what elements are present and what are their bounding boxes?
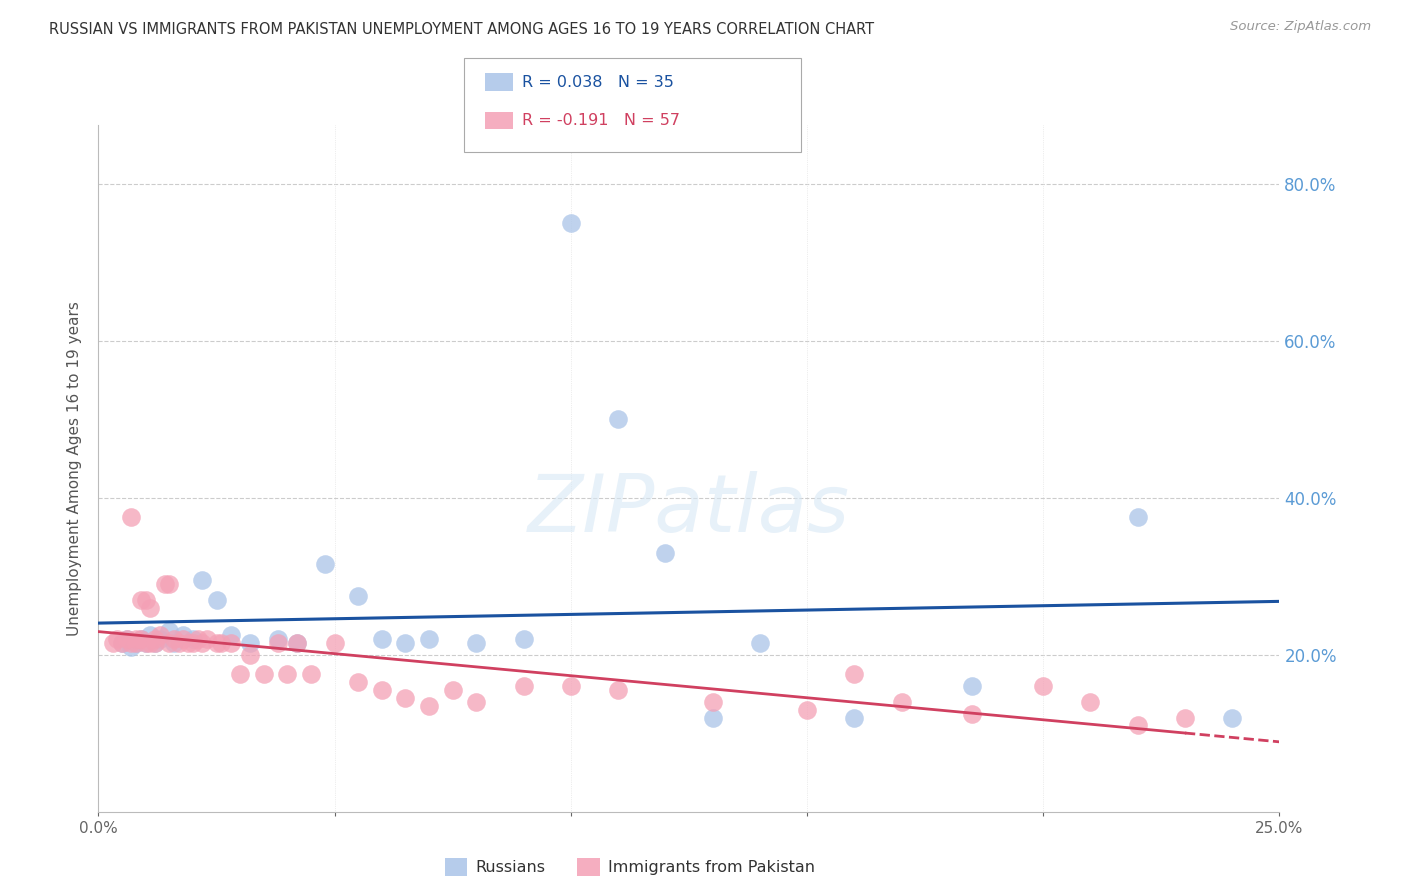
Point: [181, 632, 204, 646]
Point: [143, 636, 166, 650]
Point: [253, 667, 276, 681]
Point: [239, 636, 262, 650]
Point: [125, 636, 148, 650]
Point: [512, 632, 534, 646]
Point: [172, 632, 194, 646]
Point: [177, 636, 200, 650]
Point: [187, 632, 209, 646]
Point: [101, 636, 124, 650]
Point: [205, 592, 228, 607]
Point: [129, 632, 152, 646]
Text: Source: ZipAtlas.com: Source: ZipAtlas.com: [1230, 20, 1371, 33]
Point: [219, 628, 242, 642]
Point: [172, 628, 194, 642]
Point: [163, 632, 186, 646]
Point: [239, 648, 262, 662]
Point: [702, 695, 724, 709]
Point: [441, 683, 464, 698]
Point: [181, 636, 204, 650]
Y-axis label: Unemployment Among Ages 16 to 19 years: Unemployment Among Ages 16 to 19 years: [67, 301, 83, 636]
Point: [149, 628, 172, 642]
Point: [560, 679, 582, 693]
Point: [347, 675, 370, 690]
Point: [121, 510, 143, 524]
Point: [285, 636, 308, 650]
Point: [267, 632, 290, 646]
Point: [229, 667, 252, 681]
Point: [796, 703, 818, 717]
Text: ZIPatlas: ZIPatlas: [527, 470, 851, 549]
Text: R = 0.038   N = 35: R = 0.038 N = 35: [522, 75, 673, 89]
Point: [702, 710, 724, 724]
Point: [143, 636, 166, 650]
Point: [299, 667, 322, 681]
Point: [962, 679, 984, 693]
Point: [371, 683, 394, 698]
Point: [347, 589, 370, 603]
Point: [512, 679, 534, 693]
Point: [418, 698, 440, 713]
Point: [115, 632, 138, 646]
Point: [111, 636, 134, 650]
Point: [125, 636, 148, 650]
Point: [394, 636, 416, 650]
Point: [465, 695, 488, 709]
Point: [129, 632, 152, 646]
Point: [465, 636, 488, 650]
Point: [276, 667, 298, 681]
Point: [157, 577, 180, 591]
Point: [129, 592, 152, 607]
Point: [191, 573, 214, 587]
Point: [219, 636, 242, 650]
Point: [209, 636, 232, 650]
Point: [139, 600, 162, 615]
Point: [1126, 718, 1149, 732]
Legend: Russians, Immigrants from Pakistan: Russians, Immigrants from Pakistan: [439, 852, 821, 883]
Point: [115, 632, 138, 646]
Point: [157, 636, 180, 650]
Point: [844, 710, 866, 724]
Point: [371, 632, 394, 646]
Point: [143, 632, 166, 646]
Point: [139, 636, 162, 650]
Point: [135, 636, 157, 650]
Point: [560, 216, 582, 230]
Point: [135, 636, 157, 650]
Point: [121, 636, 143, 650]
Point: [314, 558, 336, 572]
Point: [111, 636, 134, 650]
Point: [607, 683, 630, 698]
Point: [1032, 679, 1054, 693]
Point: [163, 636, 186, 650]
Point: [139, 628, 162, 642]
Point: [267, 636, 290, 650]
Point: [323, 636, 346, 650]
Point: [1220, 710, 1243, 724]
Point: [1126, 510, 1149, 524]
Point: [125, 632, 148, 646]
Point: [135, 592, 157, 607]
Point: [1080, 695, 1102, 709]
Point: [890, 695, 912, 709]
Point: [205, 636, 228, 650]
Point: [153, 577, 176, 591]
Text: RUSSIAN VS IMMIGRANTS FROM PAKISTAN UNEMPLOYMENT AMONG AGES 16 TO 19 YEARS CORRE: RUSSIAN VS IMMIGRANTS FROM PAKISTAN UNEM…: [49, 22, 875, 37]
Point: [654, 546, 676, 560]
Point: [195, 632, 218, 646]
Text: R = -0.191   N = 57: R = -0.191 N = 57: [522, 113, 679, 128]
Point: [285, 636, 308, 650]
Point: [418, 632, 440, 646]
Point: [394, 690, 416, 705]
Point: [962, 706, 984, 721]
Point: [748, 636, 770, 650]
Point: [844, 667, 866, 681]
Point: [149, 632, 172, 646]
Point: [191, 636, 214, 650]
Point: [1174, 710, 1197, 724]
Point: [607, 412, 630, 426]
Point: [121, 640, 143, 654]
Point: [167, 636, 190, 650]
Point: [105, 632, 128, 646]
Point: [157, 624, 180, 639]
